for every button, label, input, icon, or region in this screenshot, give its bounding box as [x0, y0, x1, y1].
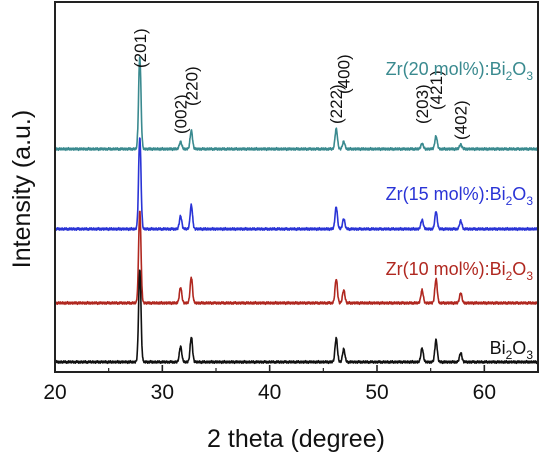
peak-labels-group: (201) (002)(220) (222)(400) (203)(421) (402) [131, 28, 471, 140]
peak-label-1: (002) [172, 94, 191, 134]
peak-label-7: (402) [452, 100, 471, 140]
x-tick-label-3: 50 [365, 381, 388, 404]
plot-frame [54, 1, 539, 373]
series-label-2: Zr(10 mol%):Bi2O3 [386, 259, 534, 283]
peak-label-0: (201) [131, 28, 150, 68]
x-tick-label-2: 40 [258, 381, 281, 404]
series-line-1 [54, 137, 539, 232]
traces-group [54, 56, 539, 365]
series-labels-group: Zr(20 mol%):Bi2O3 Zr(15 mol%):Bi2O3 Zr(10 … [386, 59, 534, 362]
x-tick-label-4: 60 [473, 381, 496, 404]
peak-label-4: (400) [335, 54, 354, 94]
x-ticks-group: 20 30 40 50 60 [43, 365, 496, 404]
series-label-1: Zr(15 mol%):Bi2O3 [386, 184, 534, 208]
x-tick-label-1: 30 [151, 381, 174, 404]
series-label-3: Bi2O3 [490, 338, 534, 362]
series-label-0: Zr(20 mol%):Bi2O3 [386, 59, 534, 83]
peak-label-2: (220) [182, 66, 201, 106]
series-line-0 [54, 56, 539, 152]
peak-label-5: (203) [413, 84, 432, 124]
series-line-2 [54, 210, 539, 306]
x-axis-title: 2 theta (degree) [207, 425, 385, 453]
x-tick-label-0: 20 [43, 381, 66, 404]
peak-label-3: (222) [327, 84, 346, 124]
y-axis-title: Intensity (a.u.) [8, 110, 36, 268]
peak-label-6: (421) [427, 70, 446, 110]
series-line-3 [54, 269, 539, 365]
